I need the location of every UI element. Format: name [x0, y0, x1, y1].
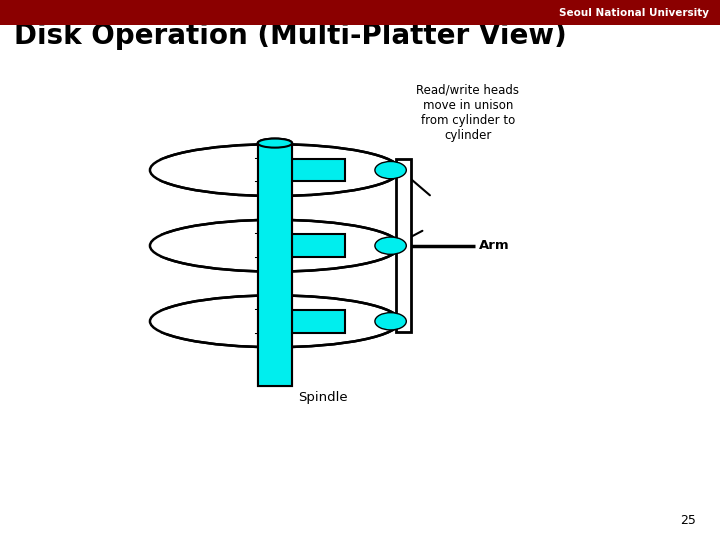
Text: 25: 25	[680, 514, 696, 526]
Ellipse shape	[258, 139, 292, 147]
Ellipse shape	[258, 139, 292, 147]
Ellipse shape	[150, 295, 400, 347]
Ellipse shape	[375, 237, 406, 254]
Bar	[256, 234, 345, 257]
Text: Disk Operation (Multi-Platter View): Disk Operation (Multi-Platter View)	[14, 22, 567, 50]
Bar	[258, 143, 292, 386]
Ellipse shape	[150, 220, 400, 272]
Bar	[258, 143, 292, 386]
Bar	[256, 310, 345, 333]
Text: Seoul National University: Seoul National University	[559, 8, 709, 18]
Text: Spindle: Spindle	[298, 392, 348, 404]
Bar	[143, 159, 258, 181]
Ellipse shape	[375, 313, 406, 330]
Ellipse shape	[375, 161, 406, 179]
Ellipse shape	[150, 144, 400, 196]
Bar	[143, 310, 258, 333]
Bar	[256, 159, 345, 181]
Bar	[396, 159, 410, 332]
Text: Arm: Arm	[479, 239, 509, 252]
Text: Read/write heads
move in unison
from cylinder to
cylinder: Read/write heads move in unison from cyl…	[416, 84, 519, 141]
Bar	[143, 234, 258, 257]
